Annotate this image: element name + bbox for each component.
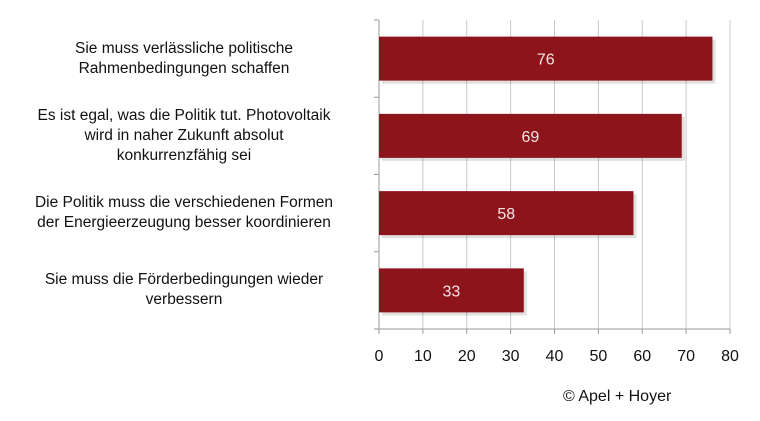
x-tick-label: 80 xyxy=(721,348,739,365)
x-tick-label: 50 xyxy=(589,348,607,365)
bar xyxy=(379,113,682,158)
category-label-line: wird in naher Zukunft absolut xyxy=(84,126,284,144)
data-label: 33 xyxy=(442,283,460,300)
x-tick-label: 0 xyxy=(375,348,384,365)
category-label-line: Die Politik muss die verschiedenen Forme… xyxy=(34,194,334,212)
bar xyxy=(379,268,524,313)
data-label: 69 xyxy=(521,129,539,146)
x-tick-label: 60 xyxy=(633,348,651,365)
category-label-line: der Energieerzeugung besser koordinieren xyxy=(37,214,331,232)
bar xyxy=(379,36,713,81)
category-label-line: verbessern xyxy=(145,291,223,309)
category-label: Sie muss die Förderbedingungen wieder ver… xyxy=(4,270,364,310)
x-tick-label: 10 xyxy=(414,348,432,365)
category-label-line: konkurrenzfähig sei xyxy=(116,146,252,164)
data-label: 76 xyxy=(537,52,555,69)
category-label-line: Sie muss die Förderbedingungen wieder xyxy=(44,271,324,289)
x-tick-label: 70 xyxy=(677,348,695,365)
category-label-line: Rahmenbedingungen schaffen xyxy=(78,59,290,77)
data-label: 58 xyxy=(497,206,515,223)
x-tick-label: 40 xyxy=(546,348,564,365)
bar xyxy=(379,191,634,236)
category-label: Es ist egal, was die Politik tut. Photov… xyxy=(4,106,364,166)
category-label-line: Es ist egal, was die Politik tut. Photov… xyxy=(37,106,331,124)
x-tick-label: 20 xyxy=(458,348,476,365)
copyright-credit: © Apel + Hoyer xyxy=(563,388,672,405)
x-tick-label: 30 xyxy=(502,348,520,365)
category-label: Sie muss verlässliche politische Rahmenbe… xyxy=(4,39,364,79)
category-label: Die Politik muss die verschiedenen Forme… xyxy=(4,193,364,233)
category-label-line: Sie muss verlässliche politische xyxy=(75,39,293,57)
